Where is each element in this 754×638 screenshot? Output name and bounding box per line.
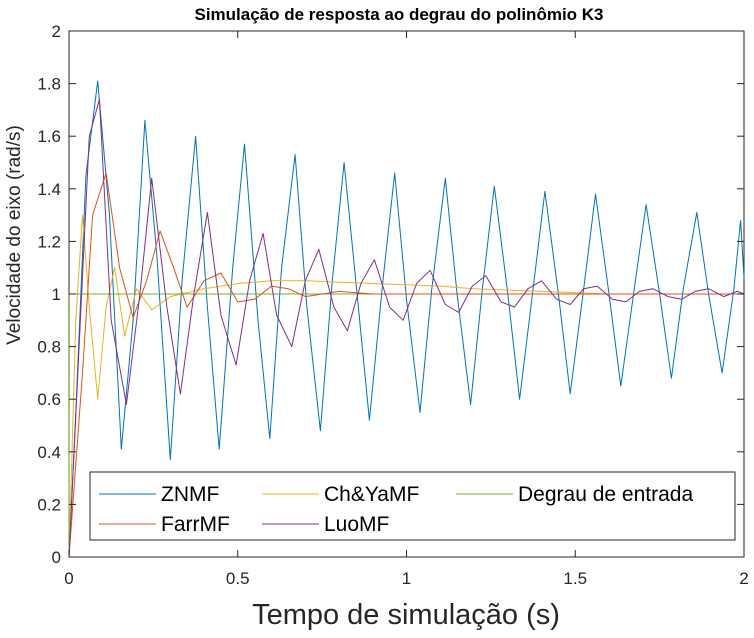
series-line-0	[68, 80, 745, 558]
y-tick-label: 2	[52, 22, 61, 41]
legend-label-1: Ch&YaMF	[324, 483, 419, 506]
y-tick-label: 0.2	[37, 495, 61, 514]
series-line-3	[68, 172, 744, 558]
legend-box	[89, 471, 736, 541]
legend-label-2: Degrau de entrada	[518, 483, 693, 506]
y-axis-label: Velocidade do eixo (rad/s)	[4, 125, 25, 345]
y-tick-label: 1.2	[37, 232, 61, 251]
x-axis-label: Tempo de simulação (s)	[252, 599, 560, 631]
axis-ticks: 0 0.5 1 1.5 2 0 0.2 0.4 0.6 0.8 1 1.2 1.4 1.6 1.8 2	[37, 22, 748, 588]
legend-label-4: LuoMF	[324, 513, 389, 536]
y-tick-label: 1.4	[37, 180, 61, 199]
chart-title: Simulação de resposta ao degrau do polin…	[194, 5, 603, 24]
legend-label-3: FarrMF	[161, 513, 230, 536]
series-line-4	[68, 98, 745, 558]
y-tick-label: 1	[52, 285, 61, 304]
x-tick-label: 0.5	[226, 569, 250, 588]
series-line-1	[68, 214, 744, 558]
y-tick-label: 0	[52, 548, 61, 567]
x-tick-label: 1.5	[563, 569, 587, 588]
x-tick-label: 0	[64, 569, 73, 588]
y-tick-label: 1.8	[37, 75, 61, 94]
y-tick-label: 0.4	[37, 443, 61, 462]
y-tick-label: 0.8	[37, 338, 61, 357]
x-tick-label: 1	[402, 569, 411, 588]
y-tick-label: 0.6	[37, 390, 61, 409]
x-tick-label: 2	[739, 569, 748, 588]
legend: ZNMF Ch&YaMF Degrau de entrada FarrMF LuoMF	[89, 471, 736, 541]
legend-label-0: ZNMF	[161, 483, 219, 506]
y-tick-label: 1.6	[37, 127, 61, 146]
